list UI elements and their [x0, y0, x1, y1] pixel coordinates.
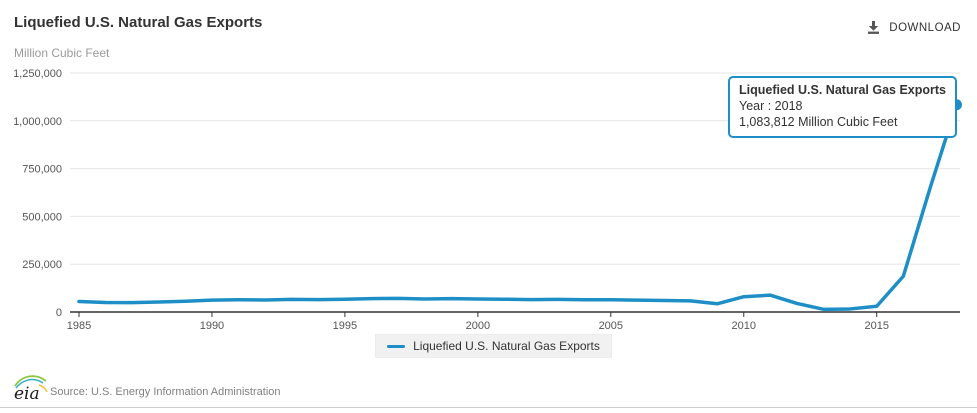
x-axis-tick-label: 2015: [864, 320, 888, 332]
x-axis-tick-label: 2005: [599, 320, 623, 332]
y-axis-tick-label: 750,000: [22, 164, 62, 176]
y-axis-tick-label: 1,250,000: [13, 68, 62, 80]
x-axis-tick-label: 1990: [200, 320, 224, 332]
x-axis-tick-label: 2000: [466, 320, 490, 332]
source-text: Source: U.S. Energy Information Administ…: [50, 386, 281, 398]
series-line[interactable]: [77, 103, 959, 312]
download-icon: [868, 21, 880, 34]
line-chart-plot[interactable]: 0 250,000 500,000 750,000 1,000,000 1,250,000…: [0, 0, 977, 340]
y-axis-unit-label: Million Cubic Feet: [14, 46, 110, 60]
y-axis-tick-label: 1,000,000: [13, 116, 62, 128]
x-axis-tick-label: 2010: [732, 320, 756, 332]
eia-logo-text: eia: [14, 384, 40, 403]
y-axis-tick-label: 250,000: [22, 259, 62, 271]
tooltip: Liquefied U.S. Natural Gas Exports Year …: [728, 76, 957, 138]
bottom-divider: [0, 407, 977, 408]
y-axis-tick-label: 0: [56, 307, 62, 319]
tooltip-title: Liquefied U.S. Natural Gas Exports: [739, 83, 946, 97]
legend-label: Liquefied U.S. Natural Gas Exports: [413, 339, 600, 353]
eia-logo: eia: [14, 375, 48, 403]
chart-title: Liquefied U.S. Natural Gas Exports: [14, 14, 263, 31]
x-axis-tick-label: 1985: [67, 320, 91, 332]
tooltip-value: 1,083,812 Million Cubic Feet: [739, 115, 898, 129]
y-axis-tick-label: 500,000: [22, 211, 62, 223]
legend-item[interactable]: Liquefied U.S. Natural Gas Exports: [375, 334, 612, 358]
download-button[interactable]: DOWNLOAD: [866, 20, 961, 35]
x-axis-tick-label: 1995: [333, 320, 357, 332]
download-label: DOWNLOAD: [889, 21, 961, 34]
tooltip-year: Year : 2018: [739, 99, 803, 113]
legend-line-swatch: [387, 344, 406, 348]
